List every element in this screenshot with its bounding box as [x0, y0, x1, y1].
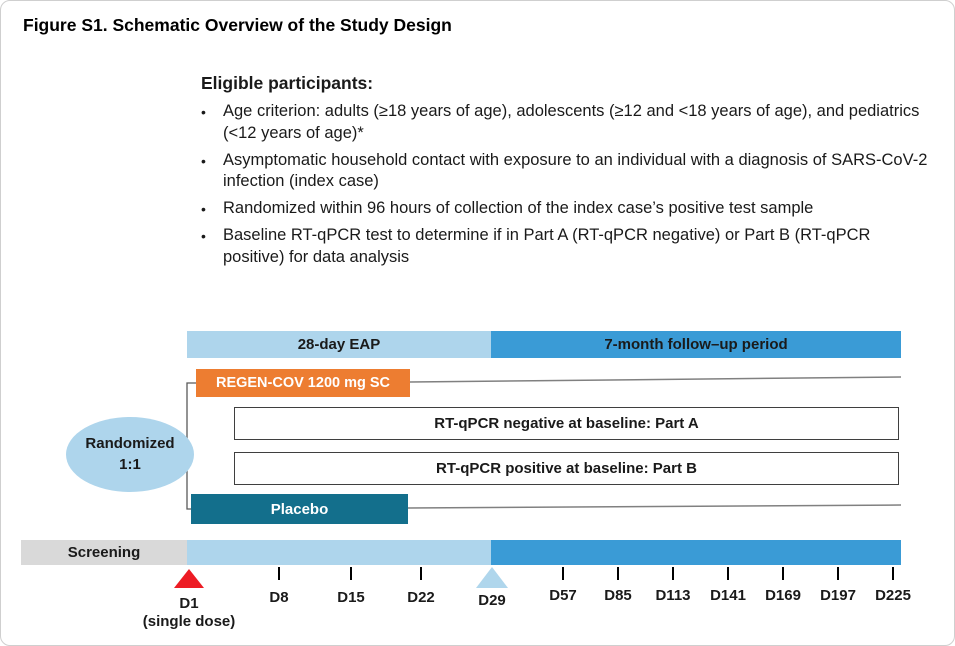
bullet-text: Baseline RT-qPCR test to determine if in… — [223, 225, 871, 266]
eligibility-bullet-baseline-rtqpcr: • Baseline RT-qPCR test to determine if … — [201, 225, 929, 269]
treatment-arm-bar: REGEN-COV 1200 mg SC — [196, 369, 410, 397]
eligibility-bullet-age: • Age criterion: adults (≥18 years of ag… — [201, 101, 929, 145]
bullet-text: Randomized within 96 hours of collection… — [223, 199, 814, 218]
day-label-d57: D57 — [549, 587, 577, 604]
tick-d225 — [892, 567, 894, 580]
dose-marker-triangle — [174, 569, 204, 588]
day-label-d85: D85 — [604, 587, 632, 604]
day-label-d29: D29 — [478, 592, 506, 609]
tick-d8 — [278, 567, 280, 580]
bullet-marker: • — [201, 227, 206, 244]
tick-d15 — [350, 567, 352, 580]
tick-d113 — [672, 567, 674, 580]
randomization-ellipse: Randomized 1:1 — [66, 417, 194, 492]
day-label-d141: D141 — [710, 587, 746, 604]
placebo-arm-bar: Placebo — [191, 494, 408, 524]
eligibility-bullet-household-contact: • Asymptomatic household contact with ex… — [201, 150, 929, 194]
day-label-d225: D225 — [875, 587, 911, 604]
bullet-text: Asymptomatic household contact with expo… — [223, 150, 928, 191]
tick-d169 — [782, 567, 784, 580]
eligibility-heading: Eligible participants: — [201, 73, 374, 93]
day-label-d22: D22 — [407, 589, 435, 606]
bullet-marker: • — [201, 152, 206, 169]
tick-d197 — [837, 567, 839, 580]
schedule-followup-segment — [491, 540, 901, 565]
day-label-d169: D169 — [765, 587, 801, 604]
schedule-eap-segment — [187, 540, 491, 565]
d29-marker-triangle — [476, 567, 508, 588]
bullet-text: Age criterion: adults (≥18 years of age)… — [223, 102, 920, 142]
tick-d22 — [420, 567, 422, 580]
day-label-d8: D8 — [269, 589, 289, 606]
bullet-marker: • — [201, 201, 206, 218]
randomized-label: Randomized — [85, 435, 175, 453]
part-b-box: RT-qPCR positive at baseline: Part B — [234, 452, 899, 485]
day-label-d113: D113 — [655, 587, 691, 604]
followup-period-bar: 7-month follow–up period — [491, 331, 901, 358]
randomization-ratio: 1:1 — [119, 455, 141, 473]
eap-period-bar: 28-day EAP — [187, 331, 491, 358]
single-dose-note: (single dose) — [142, 613, 236, 630]
tick-d85 — [617, 567, 619, 580]
day-label-d1: D1 — [179, 595, 199, 612]
eligibility-section: Eligible participants: • Age criterion: … — [201, 73, 929, 273]
day-label-d15: D15 — [337, 589, 365, 606]
day-label-d197: D197 — [820, 587, 856, 604]
eligibility-bullet-randomized-96h: • Randomized within 96 hours of collecti… — [201, 198, 929, 220]
screening-bar: Screening — [21, 540, 187, 565]
tick-d57 — [562, 567, 564, 580]
figure-title: Figure S1. Schematic Overview of the Stu… — [23, 15, 452, 35]
bullet-marker: • — [201, 104, 206, 120]
part-a-box: RT-qPCR negative at baseline: Part A — [234, 407, 899, 440]
tick-d141 — [727, 567, 729, 580]
